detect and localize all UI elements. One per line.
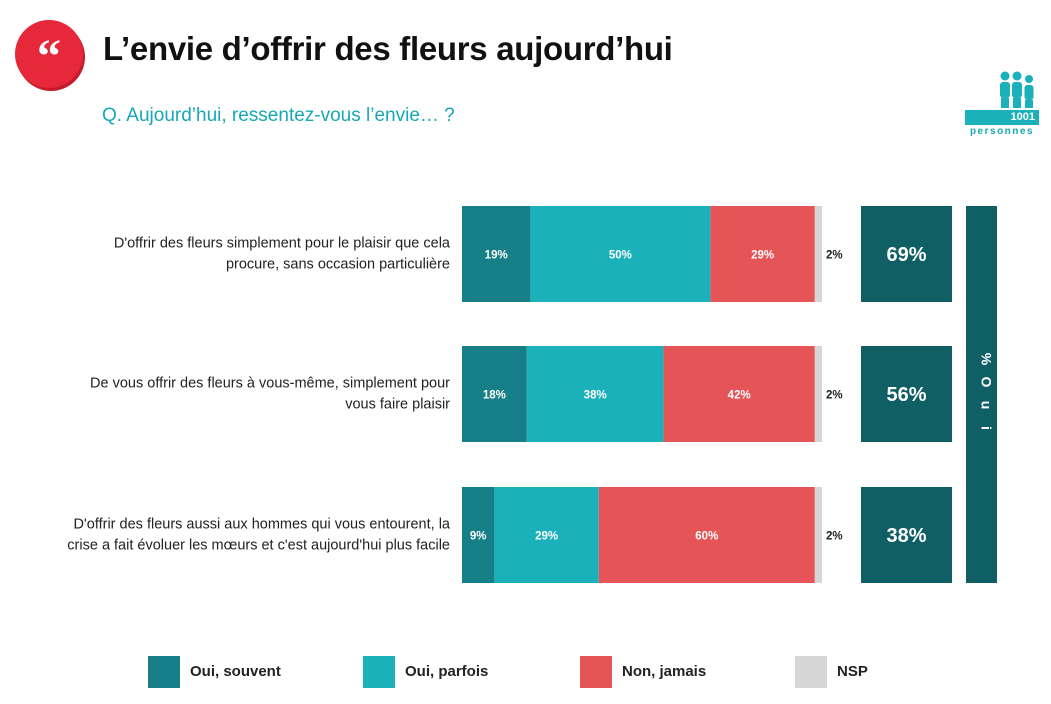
bar-segment-oui-souvent (462, 487, 495, 583)
data-label-oui-souvent: 9% (470, 531, 487, 543)
total-value: 38% (886, 525, 926, 547)
people-icon (965, 71, 1039, 125)
total-band-label: u (979, 401, 995, 410)
bar-segment-nsp (814, 487, 822, 583)
bar-segment-non-jamais (710, 206, 815, 302)
quote-badge: “ (15, 20, 83, 88)
data-label-non-jamais: 60% (695, 531, 718, 543)
total-box (861, 206, 952, 302)
legend-label-nsp: NSP (837, 663, 868, 680)
total-box (861, 346, 952, 442)
page-title: L’envie d’offrir des fleurs aujourd’hui (103, 30, 673, 67)
category-label: D'offrir des fleurs aussi aux hommes qui… (74, 517, 451, 533)
logo-label: personnes (969, 126, 1035, 137)
data-label-non-jamais: 29% (751, 250, 774, 262)
total-band-label: O (979, 377, 995, 388)
category-label: crise a fait évoluer les mœurs et c'est … (67, 538, 450, 554)
legend-swatch-oui-parfois (363, 656, 395, 688)
bar-segment-oui-parfois (494, 487, 599, 583)
bar-segment-oui-parfois (530, 206, 711, 302)
logo-1001-personnes: 1001 personnes (963, 70, 1041, 142)
legend-label-non-jamais: Non, jamais (622, 663, 707, 680)
data-label-nsp: 2% (826, 390, 843, 402)
category-label: procure, sans occasion particulière (226, 257, 450, 273)
data-label-oui-souvent: 19% (485, 250, 508, 262)
total-box (861, 487, 952, 583)
bar-segment-non-jamais (598, 487, 815, 583)
data-label-oui-souvent: 18% (483, 390, 506, 402)
category-label: vous faire plaisir (345, 397, 450, 413)
bar-segment-nsp (814, 206, 822, 302)
total-band-label: i (979, 426, 995, 430)
total-band-label: % (979, 353, 995, 366)
total-band (966, 206, 997, 583)
total-value: 69% (886, 244, 926, 266)
data-label-oui-parfois: 38% (584, 390, 607, 402)
legend-label-oui-parfois: Oui, parfois (405, 663, 489, 680)
question-subtitle: Q. Aujourd’hui, ressentez-vous l’envie… … (102, 105, 455, 126)
bar-segment-oui-souvent (462, 346, 527, 442)
data-label-oui-parfois: 29% (535, 531, 558, 543)
data-label-oui-parfois: 50% (609, 250, 632, 262)
bar-segment-nsp (814, 346, 822, 442)
bar-segment-non-jamais (663, 346, 815, 442)
legend-swatch-non-jamais (580, 656, 612, 688)
category-label: D'offrir des fleurs simplement pour le p… (114, 236, 451, 252)
logo-count: 1001 (1010, 111, 1035, 123)
category-label: De vous offrir des fleurs à vous-même, s… (90, 376, 450, 392)
legend-swatch-nsp (795, 656, 827, 688)
total-value: 56% (886, 384, 926, 406)
bar-segment-oui-souvent (462, 206, 531, 302)
data-label-nsp: 2% (826, 531, 843, 543)
legend-label-oui-souvent: Oui, souvent (190, 663, 281, 680)
data-label-nsp: 2% (826, 250, 843, 262)
legend-swatch-oui-souvent (148, 656, 180, 688)
data-label-non-jamais: 42% (728, 390, 751, 402)
stacked-bar-chart: D'offrir des fleurs simplement pour le p… (67, 206, 997, 583)
quote-marks-icon: “ (37, 30, 61, 83)
bar-segment-oui-parfois (526, 346, 664, 442)
svg-text:“: “ (37, 30, 61, 83)
